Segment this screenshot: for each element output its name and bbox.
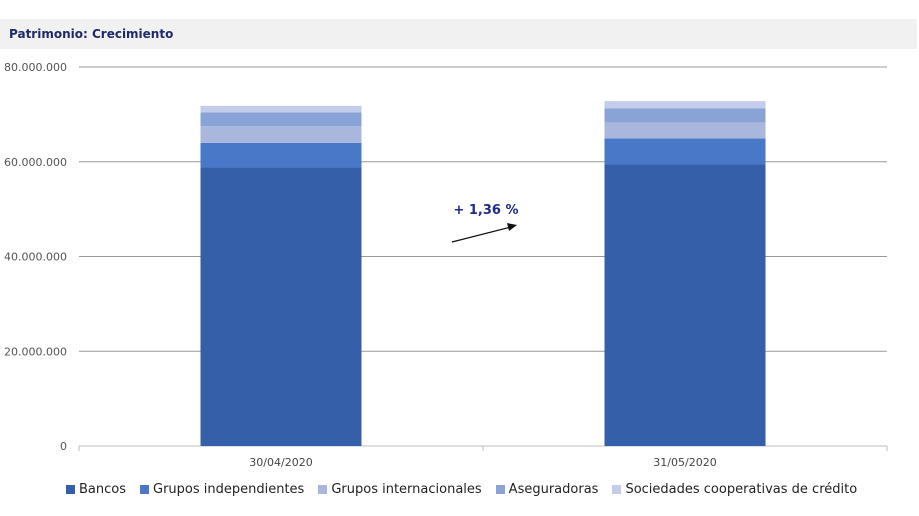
legend: Bancos Grupos independientes Grupos intern… — [66, 482, 871, 497]
legend-swatch — [612, 485, 622, 494]
legend-swatch — [495, 485, 505, 494]
legend-label: Sociedades cooperativas de crédito — [625, 482, 858, 497]
y-tick-label: 0 — [60, 440, 67, 453]
x-axis: 30/04/2020 31/05/2020 — [78, 446, 888, 469]
bar-segment — [200, 112, 362, 127]
legend-item: Grupos internacionales — [318, 482, 482, 497]
growth-annotation: + 1,36 % — [451, 203, 519, 243]
y-axis-ticks: 0 20.000.000 40.000.000 60.000.000 80.000.00… — [4, 61, 67, 453]
legend-swatch — [66, 485, 75, 494]
legend-label: Aseguradoras — [508, 482, 599, 497]
bar-segment — [604, 108, 766, 123]
gridlines — [79, 66, 887, 447]
bar-segment — [200, 126, 362, 143]
bars — [200, 101, 766, 446]
y-tick-label: 40.000.000 — [4, 251, 67, 264]
chart-title-bar: Patrimonio: Crecimiento — [0, 19, 917, 49]
legend-label: Bancos — [79, 482, 126, 497]
x-tick-label: 31/05/2020 — [653, 456, 716, 469]
bar-segment — [200, 142, 362, 168]
chart-area: 0 20.000.000 40.000.000 60.000.000 80.000.00… — [4, 61, 888, 469]
chart-title: Patrimonio: Crecimiento — [9, 27, 174, 41]
bar-segment — [200, 105, 362, 113]
bar-segment — [604, 138, 766, 165]
legend-swatch — [318, 485, 328, 494]
bar-segment — [604, 164, 766, 446]
legend-item: Bancos — [66, 482, 126, 497]
x-tick-label: 30/04/2020 — [249, 456, 312, 469]
bar-segment — [604, 122, 766, 139]
growth-arrow-head — [507, 223, 517, 231]
legend-item: Grupos independientes — [140, 482, 304, 497]
legend-label: Grupos internacionales — [331, 482, 482, 497]
legend-swatch — [140, 485, 149, 494]
y-tick-label: 60.000.000 — [4, 156, 67, 169]
bar-segment — [604, 101, 766, 109]
y-tick-label: 20.000.000 — [4, 345, 67, 358]
legend-item: Sociedades cooperativas de crédito — [612, 482, 857, 497]
growth-arrow-line — [451, 226, 512, 243]
legend-item: Aseguradoras — [495, 482, 599, 497]
legend-label: Grupos independientes — [153, 482, 305, 497]
bar-segment — [200, 167, 362, 446]
y-tick-label: 80.000.000 — [4, 61, 67, 74]
growth-label: + 1,36 % — [453, 203, 518, 218]
